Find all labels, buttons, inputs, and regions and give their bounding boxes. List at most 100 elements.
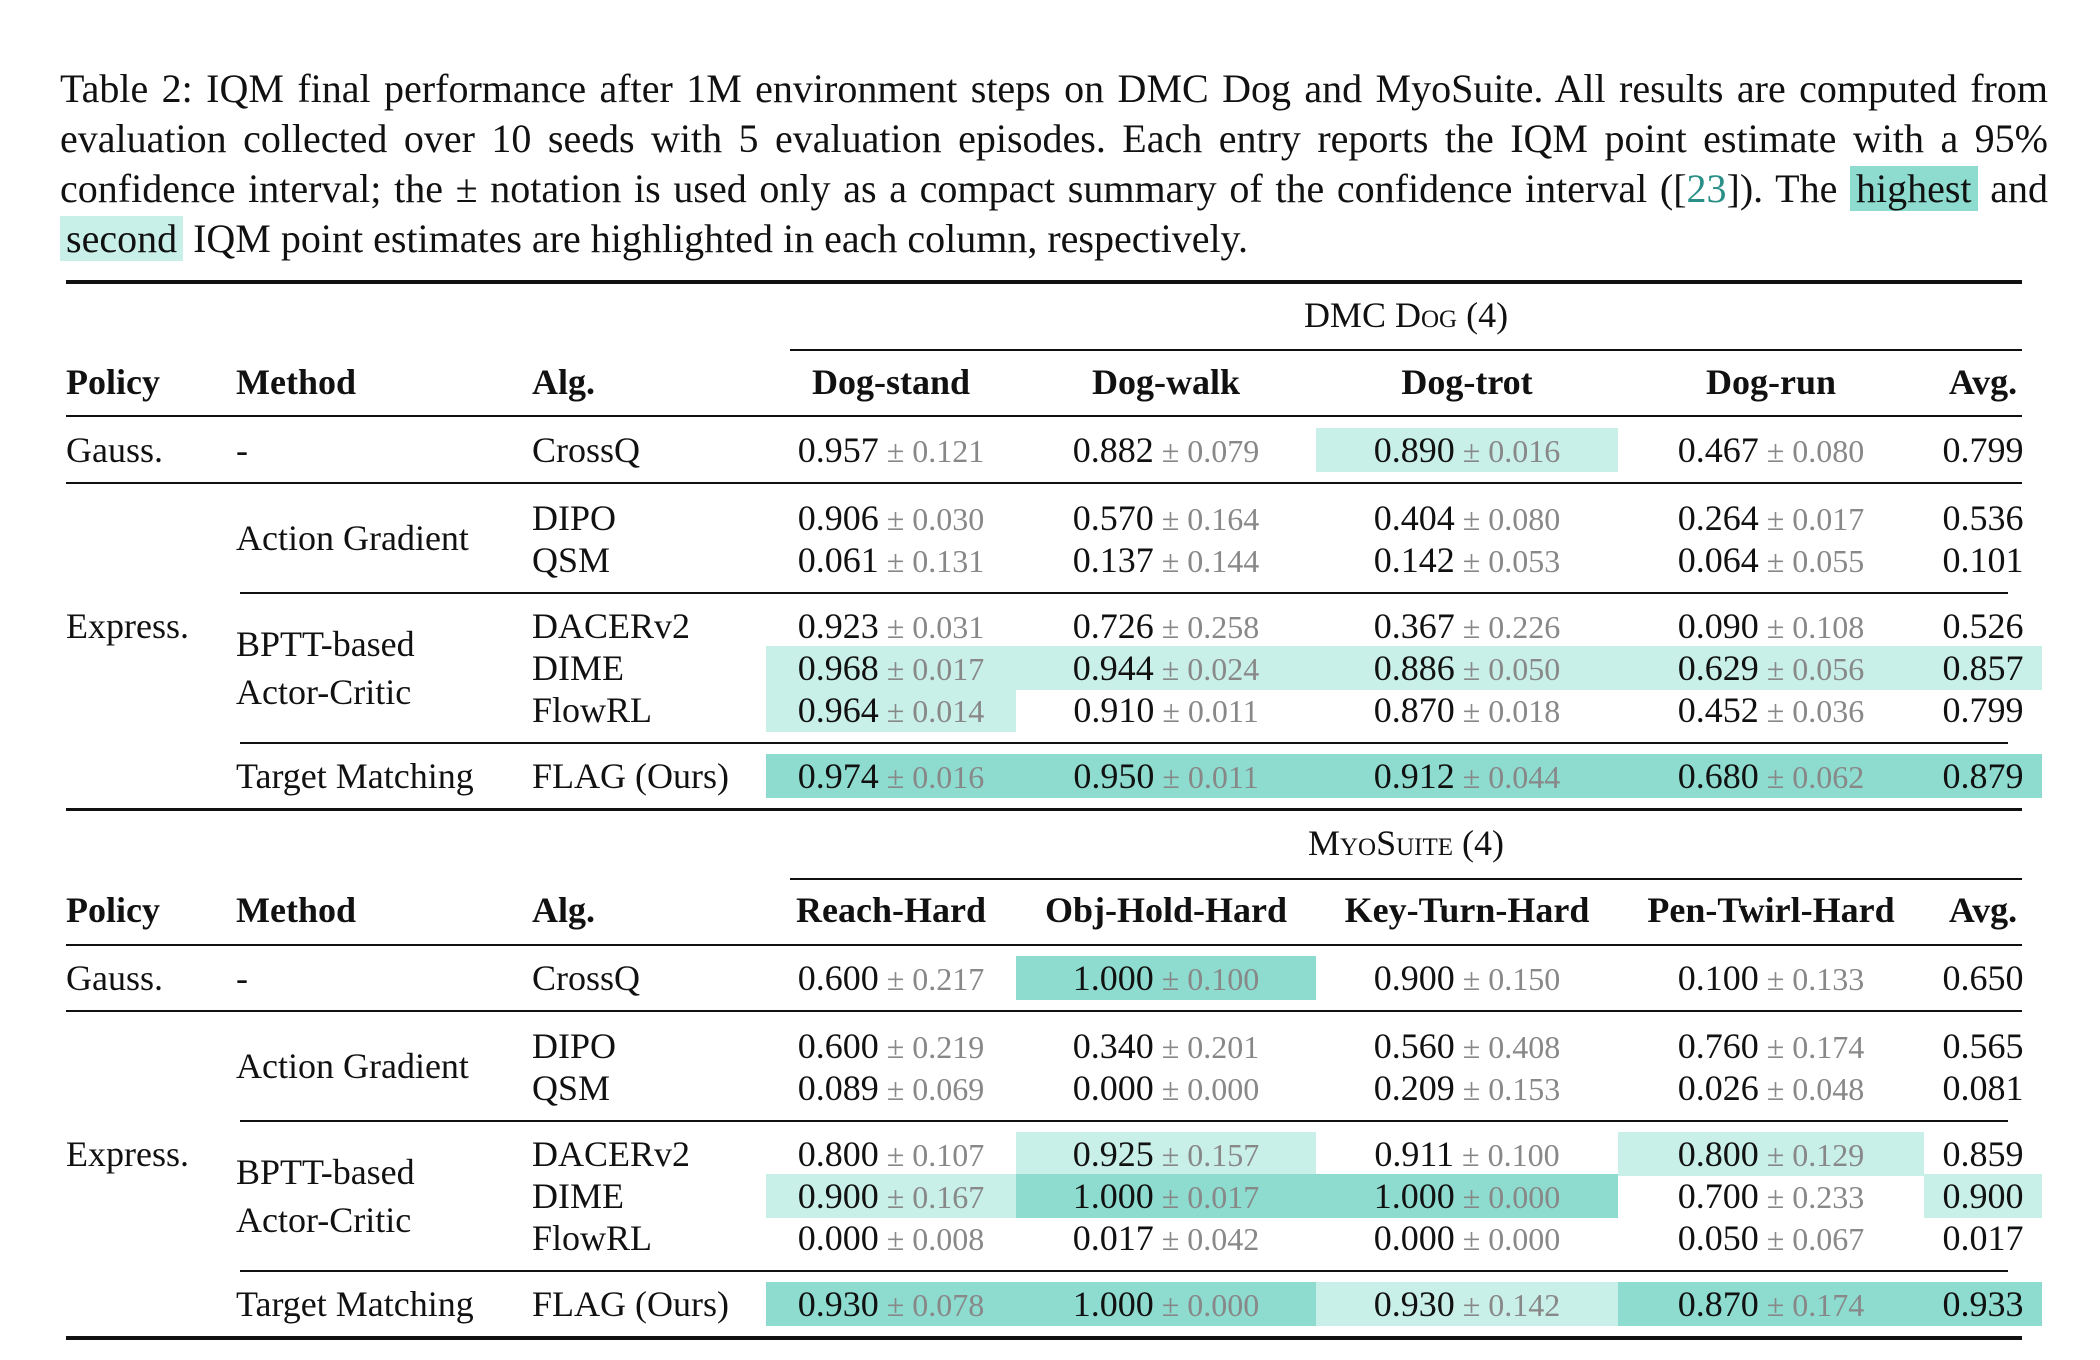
- avg-cell: 0.017: [1942, 1218, 2024, 1258]
- score-cell: 0.089 ± 0.069: [766, 1066, 1016, 1110]
- score-mean: 0.800: [1677, 1134, 1759, 1174]
- plus-minus-sign: ±: [1758, 1137, 1793, 1173]
- citation-link[interactable]: 23: [1686, 166, 1727, 211]
- score-cell: 0.367 ± 0.226: [1316, 604, 1618, 648]
- table-row: DIME 0.900 ± 0.167 1.000 ± 0.017 1.000 ± 0.…: [0, 1174, 2100, 1218]
- score-ci: 0.044: [1488, 759, 1561, 795]
- score-mean: 0.000: [1072, 1068, 1154, 1108]
- score-mean: 0.726: [1072, 606, 1154, 646]
- algorithm-name: FLAG (Ours): [532, 756, 729, 796]
- score-cell: 0.800 ± 0.129: [1618, 1132, 1924, 1176]
- score-ci: 0.167: [912, 1179, 985, 1215]
- score-mean: 0.100: [1677, 958, 1759, 998]
- score-mean: 0.050: [1677, 1218, 1759, 1258]
- score-mean: 1.000: [1072, 1284, 1154, 1324]
- score-cell: 0.560 ± 0.408: [1316, 1024, 1618, 1068]
- algorithm-name: DIPO: [532, 498, 617, 538]
- table-row: DIME 0.968 ± 0.017 0.944 ± 0.024 0.886 ± 0.…: [0, 646, 2100, 690]
- score-ci: 0.100: [1187, 961, 1260, 997]
- score-mean: 0.950: [1073, 756, 1155, 796]
- score-mean: 0.886: [1373, 648, 1455, 688]
- algorithm-name: DIME: [532, 648, 624, 688]
- algorithm-name: FlowRL: [532, 1218, 653, 1258]
- plus-minus-sign: ±: [878, 1221, 913, 1257]
- task-header: Dog-trot: [1401, 362, 1533, 402]
- plus-minus-sign: ±: [1153, 651, 1188, 687]
- plus-minus-sign: ±: [878, 543, 913, 579]
- score-ci: 0.153: [1488, 1071, 1561, 1107]
- method-label: Target Matching: [236, 756, 474, 796]
- score-ci: 0.080: [1488, 501, 1561, 537]
- plus-minus-sign: ±: [1758, 1071, 1793, 1107]
- score-ci: 0.408: [1488, 1029, 1561, 1065]
- task-header: Dog-run: [1705, 362, 1836, 402]
- score-ci: 0.008: [912, 1221, 985, 1257]
- plus-minus-sign: ±: [1153, 1287, 1188, 1323]
- avg-cell: 0.526: [1942, 606, 2024, 646]
- score-cell: 0.026 ± 0.048: [1618, 1066, 1924, 1110]
- score-mean: 0.026: [1677, 1068, 1759, 1108]
- plus-minus-sign: ±: [1758, 433, 1793, 469]
- score-ci: 0.011: [1187, 759, 1259, 795]
- score-ci: 0.100: [1487, 1137, 1560, 1173]
- plus-minus-sign: ±: [1454, 961, 1489, 997]
- algorithm-name: FLAG (Ours): [532, 1284, 729, 1324]
- score-cell: 0.600 ± 0.217: [766, 956, 1016, 1000]
- score-cell: 0.760 ± 0.174: [1618, 1024, 1924, 1068]
- score-cell: 0.900 ± 0.167: [766, 1174, 1016, 1218]
- score-mean: 0.000: [797, 1218, 879, 1258]
- plus-minus-sign: ±: [1758, 961, 1793, 997]
- plus-minus-sign: ±: [1758, 1221, 1793, 1257]
- dmc-group-rule: [790, 349, 2022, 351]
- score-mean: 0.923: [797, 606, 879, 646]
- score-mean: 1.000: [1072, 958, 1154, 998]
- score-ci: 0.000: [1488, 1221, 1561, 1257]
- score-cell: 0.944 ± 0.024: [1016, 646, 1316, 690]
- score-cell: 0.600 ± 0.219: [766, 1024, 1016, 1068]
- score-cell: 0.957 ± 0.121: [766, 428, 1016, 472]
- plus-minus-sign: ±: [1153, 501, 1188, 537]
- method-header: Method: [236, 362, 356, 402]
- method-label: -: [236, 430, 248, 470]
- score-ci: 0.011: [1187, 693, 1259, 729]
- caption-text-and: and: [1977, 166, 2048, 211]
- score-mean: 0.760: [1677, 1026, 1759, 1066]
- score-mean: 0.340: [1072, 1026, 1154, 1066]
- score-mean: 0.911: [1374, 1134, 1455, 1174]
- score-mean: 0.870: [1677, 1284, 1759, 1324]
- table-row: QSM 0.061 ± 0.131 0.137 ± 0.144 0.142 ± 0.0…: [0, 538, 2100, 582]
- plus-minus-sign: ±: [878, 961, 913, 997]
- score-mean: 0.968: [797, 648, 879, 688]
- score-cell: 0.340 ± 0.201: [1016, 1024, 1316, 1068]
- plus-minus-sign: ±: [1153, 433, 1188, 469]
- score-ci: 0.157: [1187, 1137, 1260, 1173]
- myo-header-row: Policy Method Alg. Reach-Hard Obj-Hold-H…: [0, 888, 2100, 932]
- plus-minus-sign: ±: [878, 1137, 913, 1173]
- method-label: Target Matching: [236, 1284, 474, 1324]
- score-ci: 0.053: [1488, 543, 1561, 579]
- plus-minus-sign: ±: [1758, 759, 1793, 795]
- caption-text-3: IQM point estimates are highlighted in e…: [183, 216, 1248, 261]
- plus-minus-sign: ±: [1153, 1071, 1188, 1107]
- score-mean: 0.912: [1373, 756, 1455, 796]
- plus-minus-sign: ±: [1153, 1179, 1188, 1215]
- score-mean: 0.064: [1677, 540, 1759, 580]
- score-cell: 0.906 ± 0.030: [766, 496, 1016, 540]
- score-mean: 0.000: [1373, 1218, 1455, 1258]
- score-ci: 0.000: [1187, 1287, 1260, 1323]
- score-cell: 1.000 ± 0.100: [1016, 956, 1316, 1000]
- method-label: BPTT-based Actor-Critic: [236, 1152, 415, 1240]
- score-mean: 0.264: [1677, 498, 1759, 538]
- method-header: Method: [236, 890, 356, 930]
- score-ci: 0.150: [1488, 961, 1561, 997]
- score-ci: 0.062: [1792, 759, 1865, 795]
- score-cell: 0.061 ± 0.131: [766, 538, 1016, 582]
- myo-group-title: MyoSuite (4): [1307, 823, 1505, 863]
- score-cell: 0.964 ± 0.014: [766, 688, 1016, 732]
- plus-minus-sign: ±: [1758, 1287, 1793, 1323]
- avg-cell: 0.101: [1942, 540, 2024, 580]
- score-mean: 0.142: [1373, 540, 1455, 580]
- plus-minus-sign: ±: [878, 433, 913, 469]
- score-cell: 0.017 ± 0.042: [1016, 1216, 1316, 1260]
- score-mean: 1.000: [1072, 1176, 1154, 1216]
